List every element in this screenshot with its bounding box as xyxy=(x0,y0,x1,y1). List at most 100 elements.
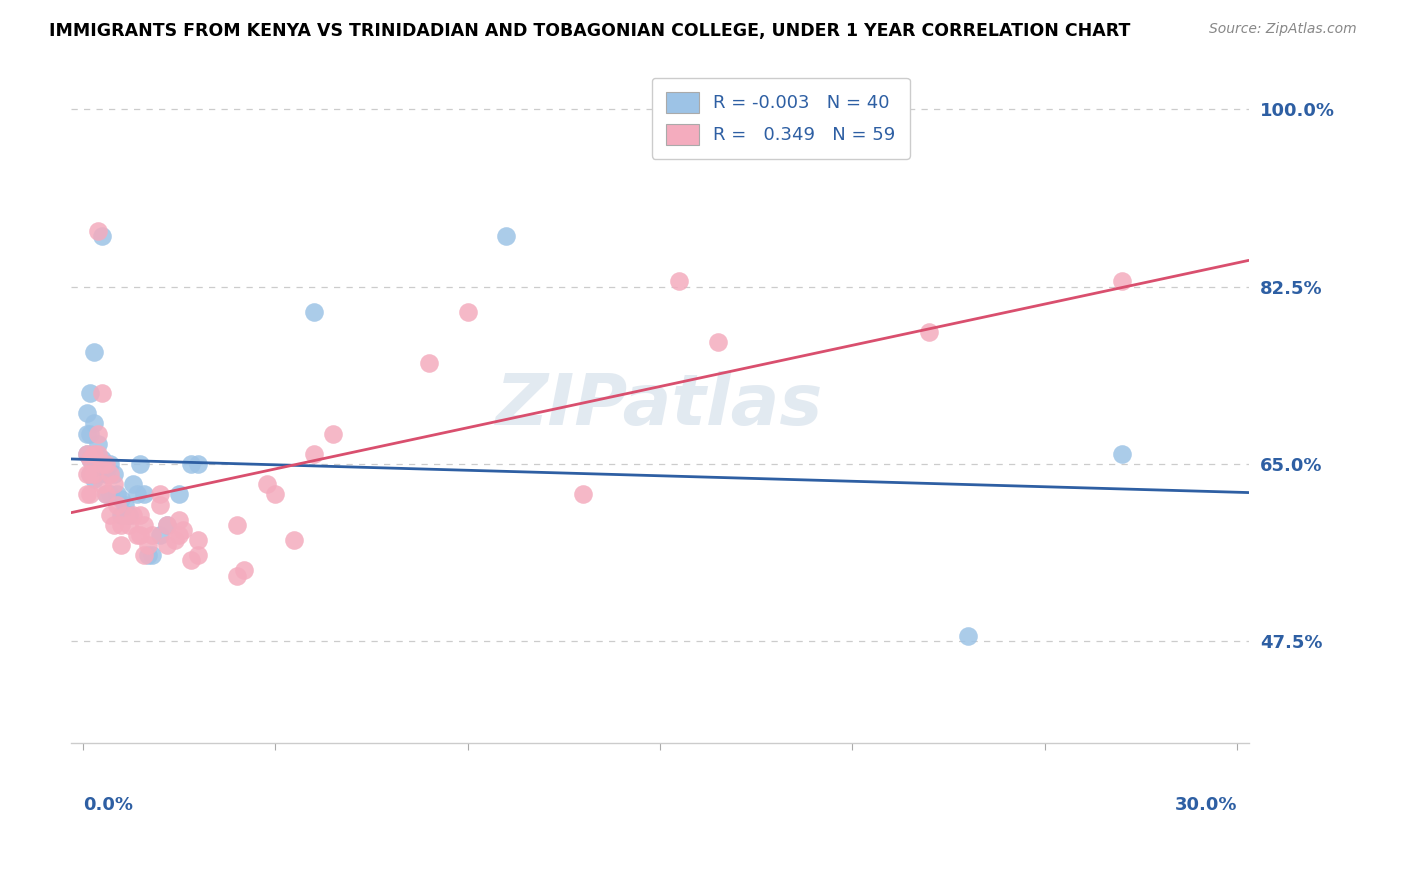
Point xyxy=(918,325,941,339)
Point xyxy=(87,224,110,238)
Point xyxy=(79,426,101,441)
Point xyxy=(76,447,98,461)
Point xyxy=(118,508,141,522)
Point xyxy=(121,508,143,522)
Point xyxy=(91,451,114,466)
Point xyxy=(283,533,305,547)
Point xyxy=(172,523,194,537)
Point xyxy=(302,447,325,461)
Point xyxy=(83,417,105,431)
Point xyxy=(322,426,344,441)
Point xyxy=(94,457,117,471)
Point xyxy=(149,528,172,542)
Legend: R = -0.003   N = 40, R =   0.349   N = 59: R = -0.003 N = 40, R = 0.349 N = 59 xyxy=(652,78,910,159)
Point xyxy=(83,447,105,461)
Point xyxy=(129,528,152,542)
Point xyxy=(87,436,110,450)
Point xyxy=(134,548,156,562)
Point xyxy=(103,517,125,532)
Point xyxy=(83,345,105,359)
Point xyxy=(136,538,159,552)
Point xyxy=(87,447,110,461)
Point xyxy=(156,517,179,532)
Point xyxy=(156,538,179,552)
Text: 0.0%: 0.0% xyxy=(83,796,132,814)
Point xyxy=(103,477,125,491)
Point xyxy=(79,467,101,482)
Point xyxy=(125,487,148,501)
Point xyxy=(134,517,156,532)
Point xyxy=(187,548,209,562)
Point xyxy=(76,487,98,501)
Point xyxy=(87,426,110,441)
Point xyxy=(79,386,101,401)
Point xyxy=(572,487,595,501)
Point xyxy=(91,228,114,243)
Point xyxy=(79,467,101,482)
Point xyxy=(94,467,117,482)
Point xyxy=(165,533,187,547)
Point xyxy=(76,426,98,441)
Point xyxy=(98,508,121,522)
Point xyxy=(114,498,136,512)
Point xyxy=(495,228,517,243)
Text: IMMIGRANTS FROM KENYA VS TRINIDADIAN AND TOBAGONIAN COLLEGE, UNDER 1 YEAR CORREL: IMMIGRANTS FROM KENYA VS TRINIDADIAN AND… xyxy=(49,22,1130,40)
Point xyxy=(79,487,101,501)
Point xyxy=(98,467,121,482)
Point xyxy=(103,467,125,482)
Point xyxy=(94,487,117,501)
Point xyxy=(668,275,690,289)
Point xyxy=(110,517,132,532)
Point xyxy=(233,564,256,578)
Text: 30.0%: 30.0% xyxy=(1174,796,1237,814)
Point xyxy=(79,451,101,466)
Point xyxy=(83,472,105,486)
Point xyxy=(118,517,141,532)
Point xyxy=(107,498,129,512)
Point xyxy=(180,457,202,471)
Point xyxy=(129,457,152,471)
Point xyxy=(167,513,190,527)
Point xyxy=(418,355,440,369)
Point xyxy=(187,533,209,547)
Point xyxy=(136,548,159,562)
Point xyxy=(110,508,132,522)
Point xyxy=(134,487,156,501)
Point xyxy=(457,305,479,319)
Point xyxy=(76,406,98,420)
Point xyxy=(91,477,114,491)
Point xyxy=(149,487,172,501)
Point xyxy=(706,335,728,350)
Point xyxy=(107,487,129,501)
Point xyxy=(149,498,172,512)
Point xyxy=(125,528,148,542)
Point xyxy=(114,508,136,522)
Point xyxy=(121,477,143,491)
Point xyxy=(110,492,132,507)
Point xyxy=(98,487,121,501)
Text: Source: ZipAtlas.com: Source: ZipAtlas.com xyxy=(1209,22,1357,37)
Point xyxy=(79,451,101,466)
Point xyxy=(83,467,105,482)
Point xyxy=(76,467,98,482)
Text: ZIPatlas: ZIPatlas xyxy=(496,371,824,440)
Point xyxy=(156,517,179,532)
Point xyxy=(94,487,117,501)
Point xyxy=(110,538,132,552)
Point xyxy=(264,487,287,501)
Point xyxy=(1111,447,1133,461)
Point xyxy=(98,457,121,471)
Point xyxy=(129,508,152,522)
Point xyxy=(302,305,325,319)
Point xyxy=(87,467,110,482)
Point xyxy=(225,568,247,582)
Point xyxy=(1111,275,1133,289)
Point xyxy=(187,457,209,471)
Point xyxy=(91,386,114,401)
Point xyxy=(956,629,979,643)
Point xyxy=(256,477,278,491)
Point xyxy=(83,451,105,466)
Point xyxy=(167,487,190,501)
Point xyxy=(91,457,114,471)
Point xyxy=(141,548,163,562)
